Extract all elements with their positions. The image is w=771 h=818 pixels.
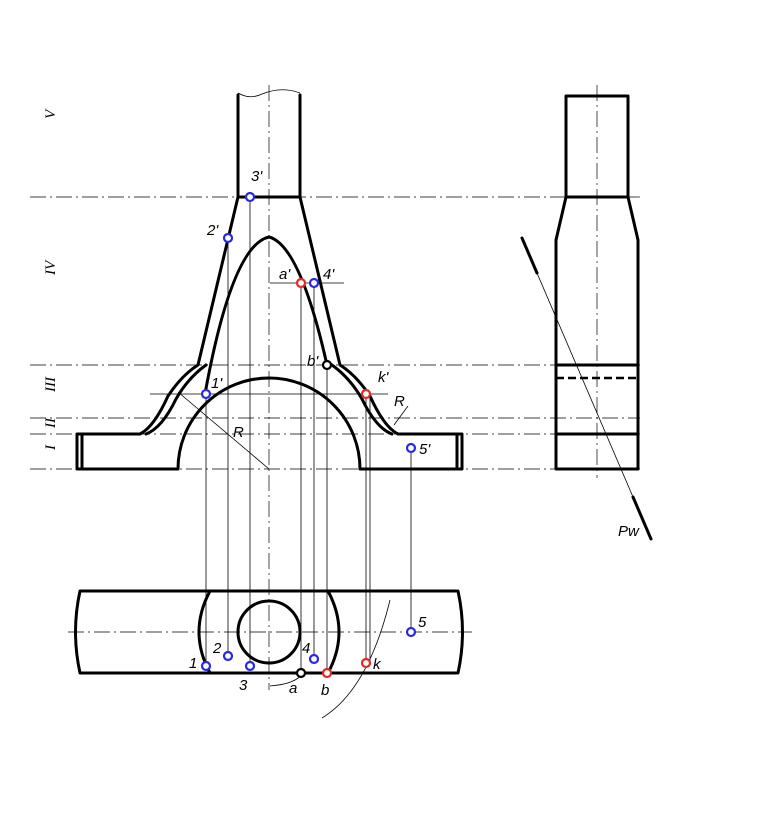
point-4-prime-marker [308, 277, 320, 289]
label-b-prime: b' [307, 353, 319, 370]
zone-label-V: V [43, 108, 59, 119]
zone-label-I: I [43, 444, 59, 451]
label-5: 5 [418, 614, 427, 631]
intersection-curve [203, 235, 329, 396]
zone-labels: V IV III II I [43, 108, 59, 451]
point-markers [200, 191, 417, 679]
label-3-prime: 3' [251, 168, 263, 185]
cutting-plane-pw [520, 236, 653, 541]
zone-label-III: III [43, 376, 59, 393]
label-plane-pw: Pw [618, 523, 640, 540]
label-1-prime: 1' [211, 375, 223, 392]
plane-trace-top [520, 236, 539, 275]
point-b-marker [321, 667, 333, 679]
point-2-prime-marker [222, 232, 234, 244]
label-2-prime: 2' [206, 222, 219, 239]
plane-trace-thin [521, 237, 652, 540]
label-b: b [321, 682, 329, 699]
point-4-marker [308, 653, 320, 665]
label-1: 1 [189, 655, 197, 672]
front-view-inner-flank-left [144, 363, 208, 436]
label-5-prime: 5' [419, 441, 431, 458]
point-5-prime-marker [405, 442, 417, 454]
point-k-marker [360, 657, 372, 669]
side-view [554, 94, 640, 471]
zone-label-II: II [43, 417, 59, 429]
label-2: 2 [212, 640, 222, 657]
label-k-prime: k' [378, 369, 390, 386]
front-view-inner-flank-right [330, 363, 394, 436]
point-5-marker [405, 626, 417, 638]
point-3-marker [244, 660, 256, 672]
label-3: 3 [239, 677, 248, 694]
front-view [75, 89, 464, 471]
label-4-prime: 4' [323, 266, 335, 283]
plan-view-arc-construction [321, 599, 391, 719]
plan-view-labels: 1 2 3 a 4 b k 5 [189, 614, 427, 699]
plane-trace-bottom [631, 495, 653, 541]
label-radius-right: R [394, 393, 405, 410]
radius-leader-left [177, 391, 270, 470]
label-k: k [373, 656, 382, 673]
point-k-prime-marker [360, 388, 372, 400]
radius-leader-right [393, 405, 409, 426]
plan-view-outline [74, 589, 464, 675]
zone-label-IV: IV [43, 259, 59, 276]
front-view-outline [75, 93, 464, 471]
plan-view-half-cylinder-right [326, 589, 341, 675]
label-a-prime: a' [279, 266, 291, 283]
point-2-marker [222, 650, 234, 662]
label-a: a [289, 680, 297, 697]
axis-lines [30, 85, 640, 690]
label-4: 4 [302, 640, 310, 657]
point-3-prime-marker [244, 191, 256, 203]
point-1-prime-marker [200, 388, 212, 400]
point-a-marker [295, 667, 307, 679]
label-radius-left: R [233, 424, 244, 441]
plan-view-stem-circle [236, 599, 302, 665]
front-view-labels: 3' 2' a' 4' b' 1' k' 5' R R [206, 168, 431, 458]
projection-lines [205, 197, 412, 673]
point-1-marker [200, 660, 212, 672]
side-view-outline [554, 94, 640, 471]
break-line [237, 89, 301, 98]
point-a-prime-marker [295, 277, 307, 289]
point-b-prime-marker [321, 359, 333, 371]
